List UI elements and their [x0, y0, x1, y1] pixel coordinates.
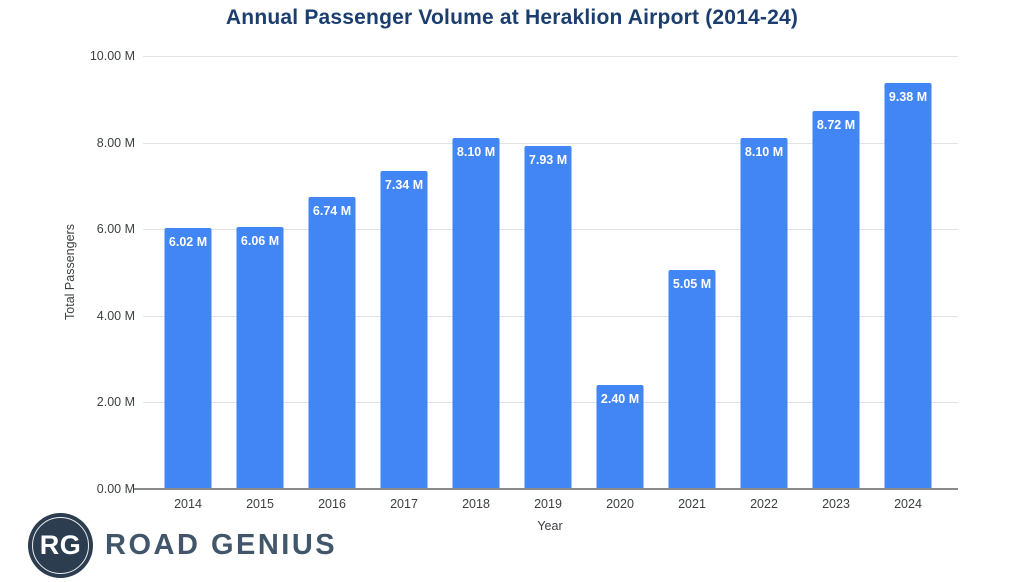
logo-monogram: RG: [39, 530, 82, 560]
x-axis-line: [134, 488, 958, 490]
bar-2024: 9.38 M: [884, 82, 932, 489]
bar-value-label: 9.38 M: [888, 89, 928, 104]
bar-slot: 2.40 M 2020: [584, 56, 656, 511]
bar-2022: 8.10 M: [740, 138, 788, 489]
bar-value-label: 6.74 M: [312, 204, 352, 219]
bar-slot: 6.02 M 2014: [152, 56, 224, 511]
bar-value-label: 8.10 M: [456, 145, 496, 160]
chart-title: Annual Passenger Volume at Heraklion Air…: [225, 6, 799, 29]
bar-slot: 6.06 M 2015: [224, 56, 296, 511]
plot-area: 6.02 M 2014 6.06 M 2015 6.74 M 2016 7.34 M 2017…: [134, 56, 958, 511]
x-tick-label: 2015: [246, 497, 274, 511]
bar-value-label: 7.34 M: [384, 178, 424, 193]
bar-slot: 9.38 M 2024: [872, 56, 944, 511]
bar-2019: 7.93 M: [524, 145, 572, 489]
bar-2020: 2.40 M: [596, 385, 644, 489]
bar-2017: 7.34 M: [380, 171, 428, 489]
bar-series: 6.02 M 2014 6.06 M 2015 6.74 M 2016 7.34 M 2017…: [152, 56, 944, 511]
bar-slot: 7.34 M 2017: [368, 56, 440, 511]
bar-slot: 7.93 M 2019: [512, 56, 584, 511]
rg-monogram-icon: RG: [28, 513, 93, 578]
gridline: [143, 56, 958, 57]
bar-2016: 6.74 M: [308, 197, 356, 489]
bar-slot: 5.05 M 2021: [656, 56, 728, 511]
bar-2018: 8.10 M: [452, 138, 500, 489]
bar-value-label: 8.72 M: [816, 118, 856, 133]
x-tick-label: 2022: [750, 497, 778, 511]
y-tick-label: 0.00 M: [96, 482, 135, 496]
gridline: [143, 142, 958, 144]
x-tick-label: 2017: [390, 497, 418, 511]
y-axis-tick-labels: 0.00 M 2.00 M 4.00 M 6.00 M 8.00 M 10.00 M: [0, 49, 135, 496]
bar-2023: 8.72 M: [812, 111, 860, 489]
y-tick-label: 10.00 M: [89, 49, 135, 63]
x-tick-label: 2020: [606, 497, 634, 511]
road-genius-logo: RG ROAD GENIUS: [28, 513, 337, 578]
x-tick-label: 2018: [462, 497, 490, 511]
x-tick-label: 2019: [534, 497, 562, 511]
y-tick-label: 4.00 M: [96, 308, 135, 323]
y-tick-label: 2.00 M: [96, 395, 135, 410]
x-tick-label: 2014: [174, 497, 202, 511]
bar-slot: 8.10 M 2018: [440, 56, 512, 511]
y-tick-label: 6.00 M: [96, 222, 135, 237]
bar-value-label: 7.93 M: [528, 152, 568, 167]
x-tick-label: 2023: [822, 497, 850, 511]
bar-2021: 5.05 M: [668, 270, 716, 489]
x-tick-label: 2024: [894, 497, 922, 511]
bar-2015: 6.06 M: [236, 226, 284, 489]
bar-slot: 8.10 M 2022: [728, 56, 800, 511]
x-axis-title: Year: [537, 519, 563, 533]
bar-value-label: 6.02 M: [168, 235, 208, 250]
bar-value-label: 5.05 M: [672, 277, 712, 292]
bar-value-label: 8.10 M: [744, 145, 784, 160]
x-tick-label: 2016: [318, 497, 346, 511]
bar-2014: 6.02 M: [164, 228, 212, 489]
y-tick-label: 8.00 M: [96, 135, 135, 150]
logo-wordmark: ROAD GENIUS: [105, 529, 338, 561]
bar-slot: 6.74 M 2016: [296, 56, 368, 511]
bar-slot: 8.72 M 2023: [800, 56, 872, 511]
bar-value-label: 6.06 M: [240, 233, 280, 248]
x-tick-label: 2021: [678, 497, 706, 511]
bar-value-label: 2.40 M: [600, 392, 640, 407]
